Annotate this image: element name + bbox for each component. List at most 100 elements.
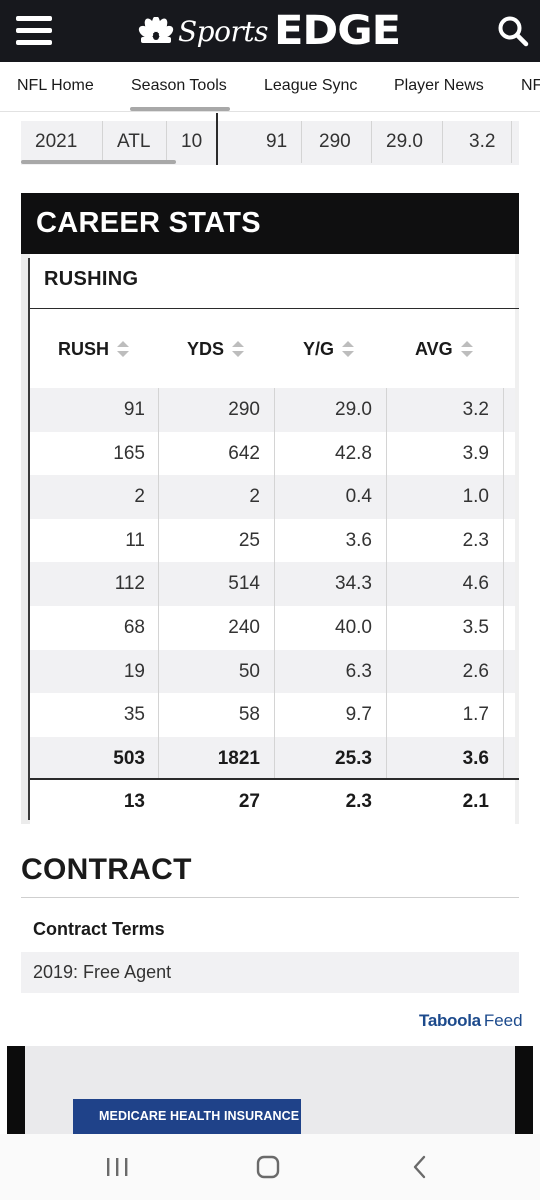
contract-terms-box: 2019: Free Agent <box>21 952 519 993</box>
taboola-feed-link[interactable]: Taboola Feed <box>419 1011 523 1031</box>
contract-divider <box>21 897 519 898</box>
column-label: Y/G <box>303 338 335 359</box>
column-header-rush[interactable]: RUSH <box>58 338 130 360</box>
recents-icon[interactable] <box>105 1154 129 1180</box>
medicare-card: MEDICARE HEALTH INSURANCE <box>73 1099 301 1134</box>
taboola-feed-label: Feed <box>483 1011 523 1030</box>
frozen-column-rail <box>21 254 30 824</box>
rush-cell: 503 <box>113 747 145 769</box>
taboola-logo: Taboola <box>419 1011 481 1030</box>
ypg-cell: 40.0 <box>335 616 372 638</box>
rushing-table-body: 91 290 29.0 3.2 165 642 42.8 3.9 2 2 0.4 1.0 11 25 3.6… <box>30 388 515 781</box>
yds-cell: 642 <box>228 442 260 464</box>
avg-cell: 3.5 <box>462 616 489 638</box>
tab-nfl-more[interactable]: NF <box>521 77 540 94</box>
yds-cell: 58 <box>238 704 260 726</box>
team-cell: ATL <box>117 131 151 152</box>
rushing-section-title: RUSHING <box>44 268 139 290</box>
avg-cell: 3.9 <box>462 442 489 464</box>
season-cell: 2021 <box>35 131 78 152</box>
nbc-sports-edge-logo[interactable]: Sports EDGE <box>138 8 401 54</box>
back-icon[interactable] <box>410 1154 430 1180</box>
games-cell: 10 <box>181 131 203 152</box>
logo-edge-text: EDGE <box>273 8 401 54</box>
avg-cell: 1.7 <box>462 704 489 726</box>
table-row: 112 514 34.3 4.6 <box>30 562 515 606</box>
search-icon[interactable] <box>496 14 530 48</box>
rush-cell: 2 <box>134 486 145 508</box>
avg-rush-cell: 13 <box>123 791 145 812</box>
contract-terms-label: Contract Terms <box>33 919 165 939</box>
ypg-cell: 34.3 <box>335 573 372 595</box>
total-divider <box>30 778 519 780</box>
table-row: 11 25 3.6 2.3 <box>30 519 515 563</box>
menu-icon[interactable] <box>16 14 52 48</box>
column-label: YDS <box>187 338 225 359</box>
avg-cell: 3.2 <box>469 131 496 152</box>
rush-cell: 165 <box>113 442 145 464</box>
table-row: 35 58 9.7 1.7 <box>30 693 515 737</box>
ypg-cell: 0.4 <box>345 486 372 508</box>
column-header-yds[interactable]: YDS <box>187 338 245 360</box>
peacock-logo-icon <box>138 17 174 43</box>
section-divider <box>30 308 519 309</box>
average-row: 13 27 2.3 2.1 <box>30 780 515 823</box>
ypg-cell: 9.7 <box>345 704 372 726</box>
logo-sports-text: Sports <box>178 14 268 48</box>
rush-cell: 19 <box>123 660 145 682</box>
yds-cell: 1821 <box>217 747 260 769</box>
avg-cell: 2.3 <box>462 529 489 551</box>
contract-title: CONTRACT <box>21 853 192 886</box>
career-stats-panel <box>21 254 519 824</box>
sort-icon <box>342 341 355 357</box>
column-label: RUSH <box>58 338 110 359</box>
table-row: 68 240 40.0 3.5 <box>30 606 515 650</box>
home-icon[interactable] <box>255 1154 281 1180</box>
top-app-bar: Sports EDGE <box>0 0 540 62</box>
rush-cell: 68 <box>123 616 145 638</box>
ad-image: MEDICARE HEALTH INSURANCE <box>25 1046 515 1134</box>
season-stats-row: 2021 ATL 10 91 290 29.0 3.2 <box>21 113 519 165</box>
frozen-column-divider <box>216 113 218 165</box>
table-row: 2 2 0.4 1.0 <box>30 475 515 519</box>
yds-cell: 240 <box>228 616 260 638</box>
avg-avg-cell: 2.1 <box>462 791 489 812</box>
tab-league-sync[interactable]: League Sync <box>264 77 358 94</box>
sort-icon <box>117 341 130 357</box>
ypg-cell: 6.3 <box>345 660 372 682</box>
yds-cell: 290 <box>228 399 260 420</box>
avg-cell: 3.2 <box>462 399 489 420</box>
avg-cell: 2.6 <box>462 660 489 682</box>
avg-ypg-cell: 2.3 <box>345 791 372 812</box>
rush-cell: 91 <box>123 399 145 420</box>
career-stats-header: CAREER STATS <box>21 193 519 254</box>
yds-cell: 290 <box>319 131 351 152</box>
ypg-cell: 25.3 <box>335 747 372 769</box>
tab-nfl-home[interactable]: NFL Home <box>17 77 94 94</box>
yds-cell: 2 <box>249 486 260 508</box>
contract-terms-value: 2019: Free Agent <box>33 962 172 982</box>
yds-cell: 25 <box>238 529 260 551</box>
sponsored-ad[interactable]: MEDICARE HEALTH INSURANCE <box>7 1046 533 1134</box>
ypg-cell: 3.6 <box>345 529 372 551</box>
column-header-avg[interactable]: AVG <box>415 338 473 360</box>
rush-cell: 35 <box>123 704 145 726</box>
column-header-ypg[interactable]: Y/G <box>303 338 355 360</box>
ypg-cell: 42.8 <box>335 442 372 464</box>
tab-season-tools[interactable]: Season Tools <box>131 77 227 94</box>
table-row: 19 50 6.3 2.6 <box>30 649 515 694</box>
yds-cell: 50 <box>238 660 260 682</box>
rush-cell: 112 <box>114 573 145 595</box>
frozen-column-edge <box>28 258 30 820</box>
nav-scroll-indicator <box>130 107 230 111</box>
ypg-cell: 29.0 <box>335 399 372 420</box>
rush-cell: 91 <box>266 131 288 152</box>
tab-player-news[interactable]: Player News <box>394 77 484 94</box>
table-scrollbar[interactable] <box>21 160 176 164</box>
section-nav: NFL Home Season Tools League Sync Player… <box>0 62 540 112</box>
total-row: 503 1821 25.3 3.6 <box>30 736 515 781</box>
avg-cell: 3.6 <box>462 747 489 769</box>
table-row: 91 290 29.0 3.2 <box>30 388 515 432</box>
rush-cell: 11 <box>125 529 145 551</box>
career-stats-title: CAREER STATS <box>36 207 261 239</box>
